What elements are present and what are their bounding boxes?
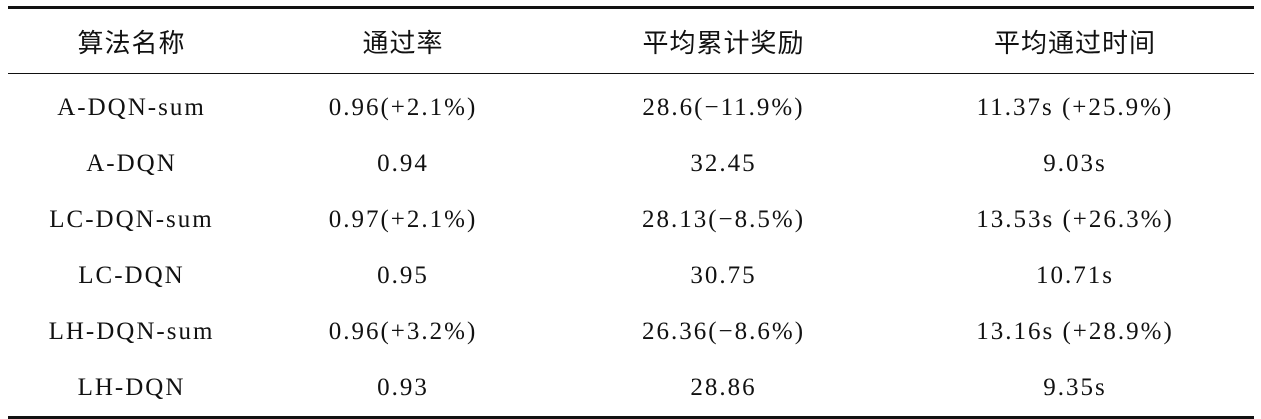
cell-pass-rate: 0.97(+2.1%) [328,206,478,233]
cell-pass-rate: 0.93 [377,374,429,401]
cell-avg-cumulative-reward: 30.75 [690,262,757,289]
cell-algorithm-name: LC-DQN-sum [49,206,214,233]
cell-algorithm-name: LH-DQN-sum [48,318,215,345]
cell-avg-pass-time: 13.53s (+26.3%) [976,206,1174,233]
table-row: A-DQN-sum 0.96(+2.1%) 28.6(−11.9%) 11.37… [8,74,1254,137]
cell-avg-pass-time: 9.03s [1043,150,1107,177]
cell-pass-rate: 0.95 [377,262,429,289]
header-avg-pass-time: 平均通过时间 [993,28,1156,59]
cell-pass-rate: 0.96(+3.2%) [328,318,478,345]
cell-algorithm-name: A-DQN [86,150,177,177]
cell-avg-pass-time: 10.71s [1036,262,1114,289]
results-table: 算法名称 通过率 平均累计奖励 平均通过时间 A-DQN-sum 0.96(+2… [8,6,1254,419]
cell-pass-rate: 0.96(+2.1%) [328,94,478,121]
cell-avg-cumulative-reward: 28.6(−11.9%) [642,94,805,121]
cell-avg-cumulative-reward: 32.45 [690,150,757,177]
cell-avg-pass-time: 13.16s (+28.9%) [976,318,1174,345]
table-row: LC-DQN-sum 0.97(+2.1%) 28.13(−8.5%) 13.5… [8,192,1254,248]
cell-avg-pass-time: 11.37s (+25.9%) [976,94,1174,121]
header-avg-cumulative-reward: 平均累计奖励 [642,28,805,59]
table-body: A-DQN-sum 0.96(+2.1%) 28.6(−11.9%) 11.37… [8,74,1254,418]
cell-avg-cumulative-reward: 26.36(−8.6%) [641,318,806,345]
cell-pass-rate: 0.94 [377,150,429,177]
cell-algorithm-name: LH-DQN [77,374,186,401]
table-row: LH-DQN-sum 0.96(+3.2%) 26.36(−8.6%) 13.1… [8,304,1254,360]
header-row: 算法名称 通过率 平均累计奖励 平均通过时间 [8,7,1254,74]
cell-algorithm-name: LC-DQN [78,262,185,289]
table-row: A-DQN 0.94 32.45 9.03s [8,136,1254,192]
table-row: LC-DQN 0.95 30.75 10.71s [8,248,1254,304]
table-header: 算法名称 通过率 平均累计奖励 平均通过时间 [8,7,1254,74]
results-table-container: 算法名称 通过率 平均累计奖励 平均通过时间 A-DQN-sum 0.96(+2… [8,6,1254,419]
header-algorithm-name: 算法名称 [77,28,186,59]
table-row: LH-DQN 0.93 28.86 9.35s [8,360,1254,418]
cell-avg-pass-time: 9.35s [1043,374,1107,401]
header-pass-rate: 通过率 [362,28,444,59]
cell-avg-cumulative-reward: 28.86 [690,374,757,401]
cell-avg-cumulative-reward: 28.13(−8.5%) [641,206,806,233]
cell-algorithm-name: A-DQN-sum [57,94,206,121]
